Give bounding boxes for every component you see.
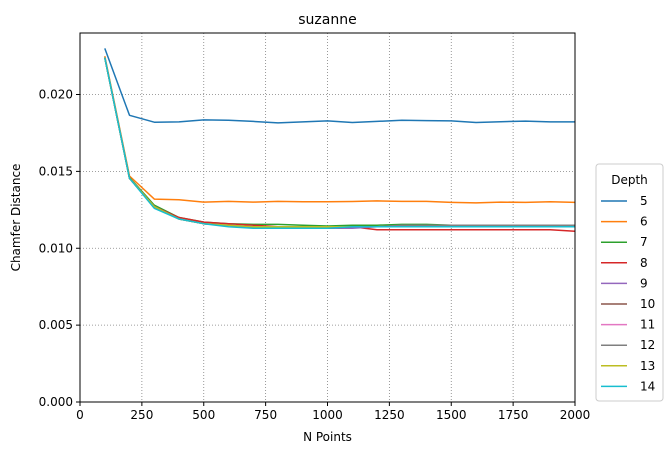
- legend-label-14: 14: [640, 379, 655, 393]
- plot-frame: [79, 32, 576, 403]
- x-tick-label: 500: [192, 408, 215, 422]
- legend-box: [595, 163, 664, 402]
- x-tick-label: 250: [130, 408, 153, 422]
- legend-label-6: 6: [640, 215, 648, 229]
- legend: Depth 5 6 7 8 9 10 11 12 13 14: [595, 163, 664, 402]
- legend-title: Depth: [611, 173, 648, 187]
- x-tick-label: 750: [254, 408, 277, 422]
- y-tick-label: 0.015: [39, 164, 73, 178]
- x-tick-label: 1250: [374, 408, 405, 422]
- y-tick-label: 0.005: [39, 318, 73, 332]
- chart-title: suzanne: [298, 12, 356, 28]
- legend-label-9: 9: [640, 276, 648, 290]
- legend-label-8: 8: [640, 256, 648, 270]
- x-tick-label: 1750: [498, 408, 529, 422]
- series-line-14: [104, 57, 575, 230]
- y-tick-label: 0.000: [39, 395, 73, 409]
- x-axis-label: N Points: [303, 430, 352, 444]
- x-tick-label: 0: [76, 408, 84, 422]
- y-tick-label: 0.010: [39, 241, 73, 255]
- series-line-6: [104, 55, 576, 204]
- series-line-7: [104, 57, 575, 227]
- legend-label-12: 12: [640, 338, 655, 352]
- x-axis-ticks: 0 250 500 750 1000 1250 1500 1750 2000: [76, 402, 590, 422]
- series-line-5: [104, 48, 575, 124]
- series-line-8: [104, 57, 576, 233]
- x-tick-label: 2000: [560, 408, 591, 422]
- legend-label-11: 11: [640, 318, 655, 332]
- y-axis-label: Chamfer Distance: [9, 164, 23, 272]
- y-tick-label: 0.020: [39, 88, 73, 102]
- grid-lines: [79, 33, 576, 403]
- legend-label-7: 7: [640, 235, 648, 249]
- x-tick-label: 1000: [312, 408, 343, 422]
- legend-label-10: 10: [640, 297, 655, 311]
- legend-label-5: 5: [640, 194, 648, 208]
- legend-label-13: 13: [640, 359, 655, 373]
- series-lines: [104, 48, 576, 233]
- y-axis-ticks: 0.000 0.005 0.010 0.015 0.020: [39, 88, 80, 409]
- x-tick-label: 1500: [436, 408, 467, 422]
